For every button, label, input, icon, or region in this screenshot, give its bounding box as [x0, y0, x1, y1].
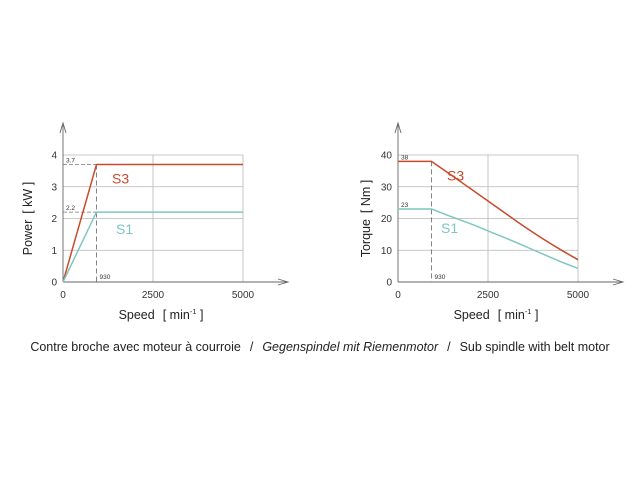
y-axis-quantity: Power	[21, 220, 35, 255]
x-axis-unit: [ min	[163, 308, 190, 322]
x-axis-unit-exponent: -1	[525, 307, 532, 316]
x-axis-unit-exponent: -1	[190, 307, 197, 316]
x-tick-label: 5000	[232, 290, 255, 301]
chart-power: 0 1 2 3 4 0 2500 5000 930 3.7 2.2 S3 S1 Power [ kW ] Sp…	[21, 121, 290, 322]
base-speed-label: 930	[99, 274, 110, 281]
x-axis-unit-close: ]	[196, 308, 203, 322]
x-axis-title: Speed [ min-1 ]	[454, 307, 539, 322]
caption-separator: /	[249, 340, 254, 354]
y-axis-arrow	[59, 121, 67, 134]
y-tick-label: 2	[51, 214, 57, 225]
series-label-s3: S3	[112, 171, 129, 187]
series-s1-line	[398, 208, 579, 270]
x-axis-arrow	[277, 278, 290, 286]
x-axis-unit-close: ]	[531, 308, 538, 322]
x-tick-label: 5000	[567, 290, 590, 301]
y-tick-label: 4	[51, 151, 57, 162]
y-axis-unit: [ Nm ]	[359, 180, 373, 213]
x-axis-title: Speed [ min-1 ]	[119, 307, 204, 322]
y-tick-label: 30	[381, 182, 393, 193]
series-label-s1: S1	[116, 221, 133, 237]
x-axis-unit: [ min	[498, 308, 525, 322]
base-speed-label: 930	[434, 274, 445, 281]
reference-level-label: 2.2	[66, 205, 75, 212]
x-tick-label: 2500	[477, 290, 500, 301]
y-tick-label: 3	[51, 182, 57, 193]
x-axis-quantity: Speed	[454, 308, 490, 322]
y-axis-unit: [ kW ]	[21, 182, 35, 214]
figure-caption: Contre broche avec moteur à courroie / Geg…	[0, 340, 640, 354]
caption-german: Gegenspindel mit Riemenmotor	[262, 340, 439, 354]
reference-level-label: 3.7	[66, 158, 75, 165]
y-tick-label: 10	[381, 246, 393, 257]
series-s1-line	[62, 211, 243, 283]
series-label-s3: S3	[447, 167, 464, 183]
y-tick-label: 20	[381, 214, 393, 225]
reference-level-label: 23	[401, 202, 409, 209]
y-axis-title: Torque [ Nm ]	[359, 180, 373, 258]
y-axis-arrow	[394, 121, 402, 134]
series-s3-line	[398, 160, 579, 261]
x-tick-label: 0	[395, 290, 401, 301]
caption-separator: /	[447, 340, 451, 354]
reference-level-label: 38	[401, 154, 409, 161]
y-tick-label: 0	[51, 278, 57, 289]
chart-torque: 0 10 20 30 40 0 2500 5000 930 38 23 S3 S1 Torque [ Nm …	[359, 121, 625, 322]
caption-french: Contre broche avec moteur à courroie	[30, 340, 241, 354]
x-tick-label: 0	[60, 290, 66, 301]
series-s3-line	[62, 163, 243, 283]
y-axis-title: Power [ kW ]	[21, 182, 35, 255]
x-tick-label: 2500	[142, 290, 165, 301]
x-axis-arrow	[612, 278, 625, 286]
y-tick-label: 1	[51, 246, 57, 257]
series-label-s1: S1	[441, 220, 458, 236]
y-tick-label: 40	[381, 151, 393, 162]
y-axis-quantity: Torque	[359, 219, 373, 257]
x-axis-quantity: Speed	[119, 308, 155, 322]
y-tick-label: 0	[386, 278, 392, 289]
caption-english: Sub spindle with belt motor	[459, 340, 610, 354]
